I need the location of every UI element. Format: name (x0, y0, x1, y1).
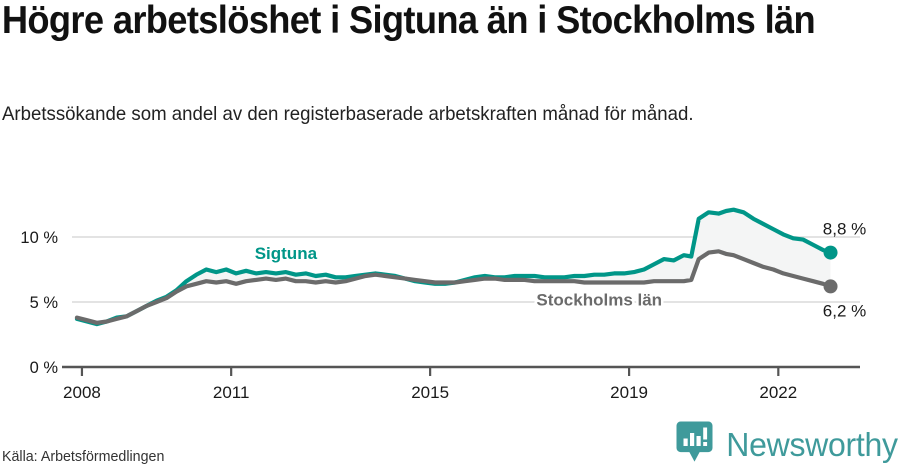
page-subtitle: Arbetssökande som andel av den registerb… (2, 103, 694, 125)
x-tick-2008: 2008 (63, 383, 101, 402)
y-tick-0: 0 % (30, 359, 59, 377)
series-label-sigtuna: Sigtuna (255, 244, 318, 263)
newsworthy-logo[interactable]: Newsworthy (676, 421, 898, 468)
y-tick-5: 5 % (30, 294, 59, 312)
series-label-stockholms-lan-halo: Stockholms län (536, 291, 662, 310)
series-label-sigtuna-halo: Sigtuna (255, 244, 318, 263)
x-axis-tick-labels: 2008 2011 2015 2019 2022 (63, 383, 797, 402)
endpoint-markers (823, 245, 838, 294)
endpoint-value-labels: 8,8 % 6,2 % (823, 220, 866, 321)
speech-bubble-barchart-icon (676, 421, 713, 468)
between-series-band (76, 209, 831, 325)
x-tick-2019: 2019 (610, 383, 648, 402)
x-tick-2022: 2022 (759, 383, 797, 402)
y-tick-10: 10 % (20, 229, 58, 247)
source-note: Källa: Arbetsförmedlingen (2, 448, 165, 465)
line-chart: 0 % 5 % 10 % 2008 2011 2015 2019 2022 Sigtuna S… (20, 207, 866, 402)
end-value-label-sigtuna: 8,8 % (823, 220, 866, 239)
brand-name: Newsworthy (726, 426, 899, 463)
y-axis-tick-labels: 0 % 5 % 10 % (20, 229, 58, 377)
chart-container: 0 % 5 % 10 % 2008 2011 2015 2019 2022 Sigtuna S… (0, 190, 900, 405)
series-lines (74, 207, 833, 327)
page-title: Högre arbetslöshet i Sigtuna än i Stockh… (1, 0, 816, 42)
x-tick-2011: 2011 (213, 383, 250, 402)
x-axis (62, 365, 860, 376)
footer: Källa: Arbetsförmedlingen Newsworthy (0, 421, 900, 474)
end-value-label-stockholms-lan: 6,2 % (823, 301, 866, 320)
series-label-stockholms-lan: Stockholms län (536, 291, 662, 310)
x-tick-2015: 2015 (411, 383, 449, 402)
